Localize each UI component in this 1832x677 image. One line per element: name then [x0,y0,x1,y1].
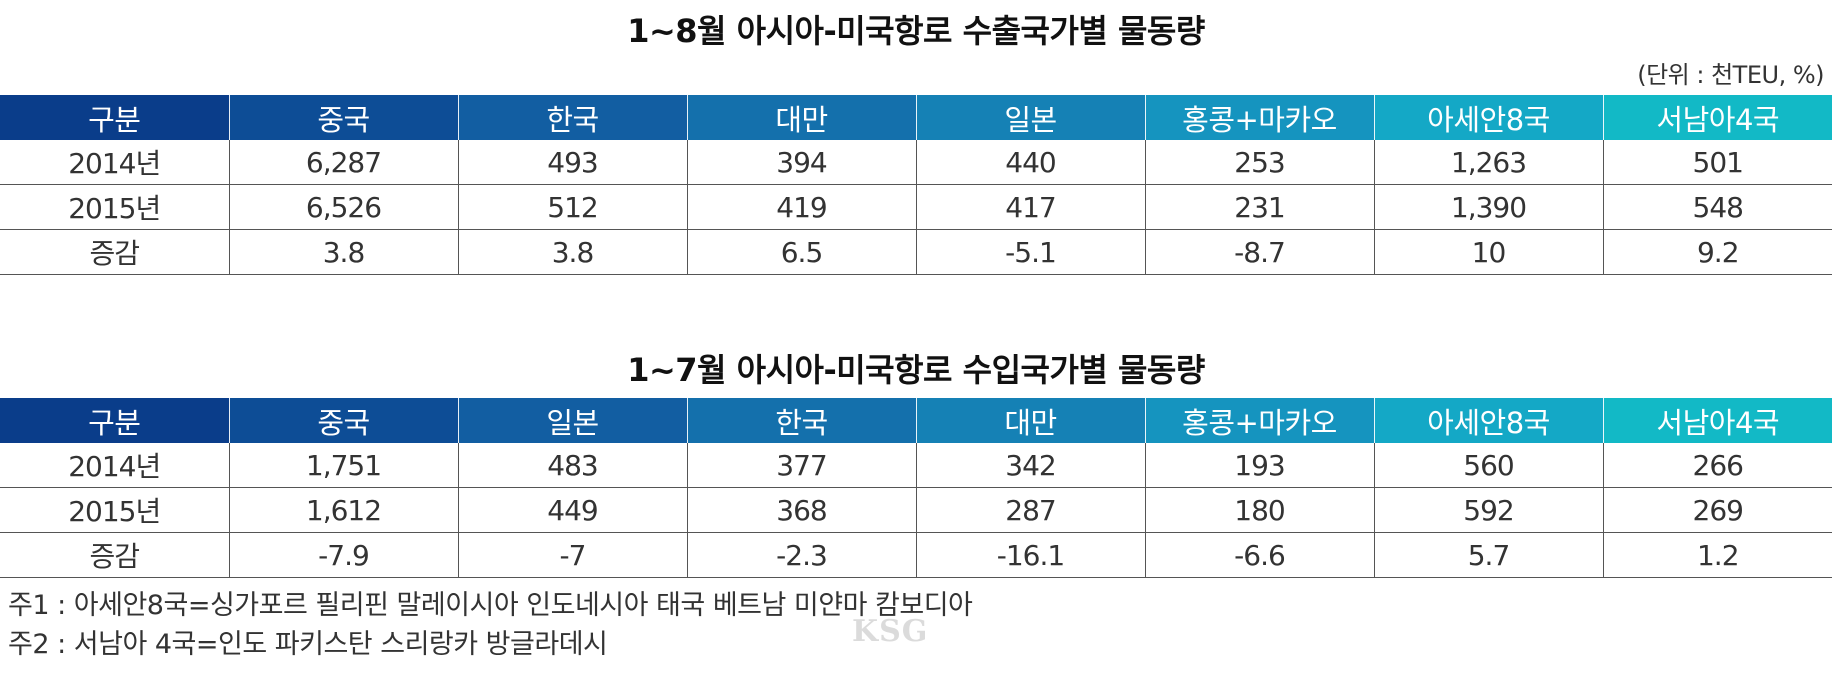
header-cell: 구분 [0,398,230,443]
table-cell: 증감 [0,532,230,578]
header-cell: 중국 [229,398,459,443]
table-cell: 6,526 [229,184,459,230]
table-cell: 368 [687,487,917,533]
table-cell: -5.1 [916,229,1146,275]
import-table: 구분 중국 일본 한국 대만 홍콩+마카오 아세안8국 서남아4국 2014년 … [0,398,1832,578]
header-cell: 중국 [229,95,459,140]
table-cell: 180 [1145,487,1375,533]
table-row: 증감 3.8 3.8 6.5 -5.1 -8.7 10 9.2 [0,229,1832,275]
table-cell: 1.2 [1603,532,1832,578]
header-cell: 홍콩+마카오 [1145,398,1375,443]
table-cell: 560 [1374,443,1604,488]
table-cell: 9.2 [1603,229,1832,275]
table-cell: 2015년 [0,487,230,533]
header-cell: 일본 [458,398,688,443]
table-row: 2014년 1,751 483 377 342 193 560 266 [0,443,1832,488]
table-cell: 440 [916,140,1146,185]
header-cell: 한국 [687,398,917,443]
table-cell: 1,263 [1374,140,1604,185]
table-cell: 287 [916,487,1146,533]
table-cell: -16.1 [916,532,1146,578]
table-row: 2015년 1,612 449 368 287 180 592 269 [0,487,1832,533]
table-cell: 6.5 [687,229,917,275]
export-table: 구분 중국 한국 대만 일본 홍콩+마카오 아세안8국 서남아4국 2014년 … [0,95,1832,275]
table-row: 증감 -7.9 -7 -2.3 -16.1 -6.6 5.7 1.2 [0,532,1832,578]
table-cell: 231 [1145,184,1375,230]
table-cell: 2014년 [0,140,230,185]
import-table-title: 1~7월 아시아-미국항로 수입국가별 물동량 [627,351,1205,389]
footnote-2: 주2 : 서남아 4국=인도 파키스탄 스리랑카 방글라데시 [8,629,608,660]
table-cell: -2.3 [687,532,917,578]
table-cell: 2015년 [0,184,230,230]
table-cell: 253 [1145,140,1375,185]
header-cell: 서남아4국 [1603,95,1832,140]
table-cell: 493 [458,140,688,185]
table-cell: 1,612 [229,487,459,533]
table-cell: 512 [458,184,688,230]
table-row: 2015년 6,526 512 419 417 231 1,390 548 [0,184,1832,230]
header-cell: 홍콩+마카오 [1145,95,1375,140]
table-cell: 449 [458,487,688,533]
table-cell: 419 [687,184,917,230]
table-cell: 3.8 [458,229,688,275]
footnote-1: 주1 : 아세안8국=싱가포르 필리핀 말레이시아 인도네시아 태국 베트남 미… [8,590,973,621]
header-cell: 서남아4국 [1603,398,1832,443]
table-cell: 6,287 [229,140,459,185]
table-cell: -8.7 [1145,229,1375,275]
table-cell: 10 [1374,229,1604,275]
export-table-title: 1~8월 아시아-미국항로 수출국가별 물동량 [627,12,1205,50]
table-cell: 548 [1603,184,1832,230]
table-cell: 377 [687,443,917,488]
table-cell: 266 [1603,443,1832,488]
table-cell: 501 [1603,140,1832,185]
table-cell: 1,751 [229,443,459,488]
header-cell: 대만 [687,95,917,140]
table-cell: -6.6 [1145,532,1375,578]
ksg-watermark: KSG [852,614,929,649]
header-cell: 아세안8국 [1374,95,1604,140]
table-cell: 342 [916,443,1146,488]
table-row: 2014년 6,287 493 394 440 253 1,263 501 [0,140,1832,185]
table-cell: 3.8 [229,229,459,275]
table-cell: 1,390 [1374,184,1604,230]
table-cell: 417 [916,184,1146,230]
table-cell: 394 [687,140,917,185]
table-cell: 269 [1603,487,1832,533]
table-header-row: 구분 중국 한국 대만 일본 홍콩+마카오 아세안8국 서남아4국 [0,95,1832,140]
table-cell: 5.7 [1374,532,1604,578]
unit-label: (단위 : 천TEU, %) [1637,61,1824,89]
table-cell: 193 [1145,443,1375,488]
table-cell: 483 [458,443,688,488]
header-cell: 대만 [916,398,1146,443]
table-cell: 2014년 [0,443,230,488]
header-cell: 일본 [916,95,1146,140]
table-header-row: 구분 중국 일본 한국 대만 홍콩+마카오 아세안8국 서남아4국 [0,398,1832,443]
table-cell: 592 [1374,487,1604,533]
header-cell: 구분 [0,95,230,140]
table-cell: -7.9 [229,532,459,578]
table-cell: -7 [458,532,688,578]
header-cell: 한국 [458,95,688,140]
table-cell: 증감 [0,229,230,275]
header-cell: 아세안8국 [1374,398,1604,443]
